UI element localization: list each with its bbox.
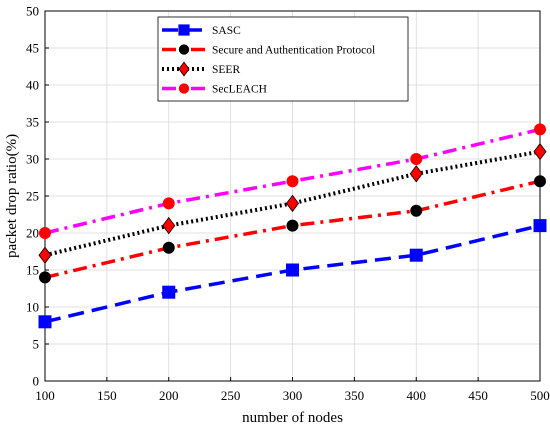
x-axis-title: number of nodes <box>242 410 343 426</box>
y-tick-labels: 0 5 10 15 20 25 30 35 40 45 50 <box>26 4 39 389</box>
legend-item: SEER <box>162 61 240 77</box>
series-2 <box>39 175 546 284</box>
x-tick-label: 150 <box>97 388 117 403</box>
data-point <box>162 216 176 235</box>
x-tick-label: 500 <box>530 388 550 403</box>
data-point <box>534 123 546 136</box>
data-point <box>286 263 299 277</box>
legend-item: SASC <box>162 24 241 37</box>
x-tick-labels: 100 150 200 250 300 350 400 450 500 <box>35 388 550 403</box>
y-tick-label: 10 <box>26 300 39 315</box>
data-point <box>533 142 547 161</box>
series-layer <box>38 123 547 329</box>
x-tick-label: 350 <box>345 388 365 403</box>
y-axis-title: packet drop ratio(%) <box>4 134 20 258</box>
data-point <box>409 165 423 183</box>
y-tick-label: 50 <box>26 4 39 19</box>
data-point <box>162 285 176 299</box>
y-tick-label: 20 <box>26 226 39 241</box>
y-tick-label: 25 <box>26 189 39 204</box>
legend-item: Secure and Authentication Protocol <box>162 44 375 57</box>
y-tick-label: 5 <box>33 337 40 352</box>
legend-swatch-marker <box>178 44 190 55</box>
legend: SASC Secure and Authentication Protocol SE… <box>157 16 409 102</box>
data-point <box>162 241 175 254</box>
data-point <box>409 248 423 262</box>
legend-label: Secure and Authentication Protocol <box>212 45 375 57</box>
data-point <box>286 175 299 188</box>
data-point <box>39 271 51 284</box>
data-point <box>39 227 51 239</box>
legend-swatch-marker <box>178 24 190 36</box>
legend-swatch-marker <box>178 83 190 94</box>
data-point <box>410 153 423 165</box>
x-tick-label: 400 <box>407 388 427 403</box>
legend-label: SecLEACH <box>212 84 267 96</box>
tick-marks <box>44 10 541 382</box>
y-tick-label: 0 <box>33 374 40 389</box>
legend-item: SecLEACH <box>162 83 267 96</box>
data-point <box>533 219 547 233</box>
y-tick-label: 40 <box>26 78 39 93</box>
data-point <box>534 175 546 188</box>
legend-label: SEER <box>212 64 240 76</box>
y-tick-label: 30 <box>26 152 39 167</box>
x-tick-label: 250 <box>221 388 241 403</box>
y-tick-label: 45 <box>26 41 39 56</box>
data-point <box>38 315 52 329</box>
legend-label: SASC <box>212 25 241 37</box>
data-point <box>38 246 52 264</box>
x-tick-label: 100 <box>35 388 55 403</box>
data-point <box>410 204 423 217</box>
y-tick-label: 15 <box>26 263 39 278</box>
legend-swatch-marker <box>178 61 190 77</box>
x-tick-label: 200 <box>159 388 179 403</box>
y-tick-label: 35 <box>26 115 39 130</box>
series-1 <box>38 219 547 329</box>
x-tick-label: 450 <box>468 388 488 403</box>
data-point <box>286 219 299 232</box>
x-tick-label: 300 <box>283 388 303 403</box>
data-point <box>286 194 299 213</box>
series-4 <box>39 123 546 239</box>
data-point <box>162 197 175 210</box>
series-3 <box>38 142 547 264</box>
